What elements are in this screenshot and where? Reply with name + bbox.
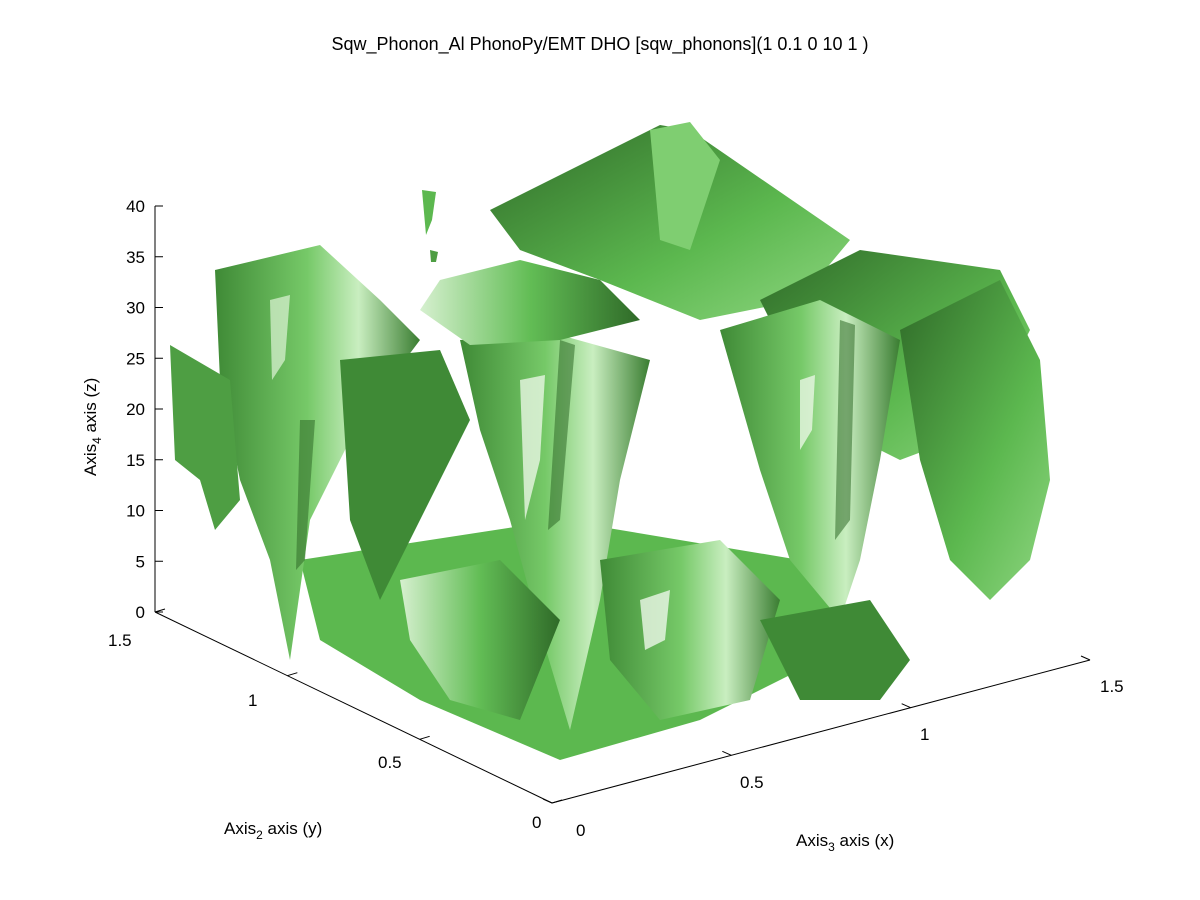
surface-highlight-b bbox=[270, 295, 290, 380]
surface-right-edge bbox=[900, 280, 1050, 600]
surface-front-mid-lobe bbox=[600, 540, 780, 720]
x-ticks: 0 0.5 1 1.5 bbox=[542, 655, 1124, 840]
y-tick-mark bbox=[551, 799, 563, 804]
surface-highlight-a bbox=[520, 375, 545, 520]
surface-right-funnel bbox=[720, 300, 900, 620]
x-tick-mark bbox=[722, 750, 732, 756]
y-axis-label: Axis2 axis (y) bbox=[224, 819, 322, 842]
x-tick-mark bbox=[542, 798, 553, 804]
surface-fold-2 bbox=[835, 320, 855, 540]
z-tick-label: 20 bbox=[126, 400, 145, 419]
x-tick-label: 0.5 bbox=[740, 773, 764, 792]
z-axis-label: Axis4 axis (z) bbox=[81, 378, 104, 476]
x-tick-label: 0 bbox=[576, 821, 585, 840]
z-tick-label: 40 bbox=[126, 197, 145, 216]
x-axis-line bbox=[551, 659, 1091, 804]
z-ticks: 0 5 10 15 20 25 30 35 40 bbox=[126, 197, 163, 622]
y-tick-mark bbox=[419, 735, 430, 740]
surface-front-left-lobe bbox=[400, 560, 560, 720]
chart-title: Sqw_Phonon_Al PhonoPy/EMT DHO [sqw_phono… bbox=[331, 34, 869, 54]
z-tick-label: 35 bbox=[126, 248, 145, 267]
z-tick-label: 10 bbox=[126, 502, 145, 521]
z-tick-label: 5 bbox=[136, 552, 145, 571]
surface-mid-left bbox=[340, 350, 470, 600]
surface-back-top bbox=[650, 122, 720, 250]
surface-fold-1 bbox=[548, 340, 575, 530]
x-tick-label: 1.5 bbox=[1100, 677, 1124, 696]
y-tick-mark bbox=[154, 608, 166, 613]
z-tick-label: 30 bbox=[126, 299, 145, 318]
axes: 0 5 10 15 20 25 30 35 40 0 0.5 1 1.5 0 0.5 1 1.5 bbox=[108, 197, 1124, 840]
z-tick-label: 15 bbox=[126, 451, 145, 470]
surface-fragment-1 bbox=[422, 190, 436, 235]
surface-front-right-lobe bbox=[760, 600, 910, 700]
surface-center-funnel bbox=[460, 335, 650, 730]
y-axis-line bbox=[154, 611, 553, 804]
y-tick-mark bbox=[287, 672, 298, 677]
y-ticks: 0 0.5 1 1.5 bbox=[108, 608, 563, 832]
surface-fragment-2 bbox=[430, 250, 438, 262]
isosurface bbox=[170, 122, 1050, 760]
z-tick-label: 0 bbox=[136, 603, 145, 622]
x-tick-mark bbox=[1080, 655, 1091, 661]
surface-left-fin bbox=[170, 345, 240, 530]
y-tick-label: 1.5 bbox=[108, 631, 132, 650]
surface-highlight-c bbox=[800, 375, 815, 450]
y-tick-label: 0 bbox=[532, 813, 541, 832]
x-tick-label: 1 bbox=[920, 725, 929, 744]
x-axis-label: Axis3 axis (x) bbox=[796, 831, 894, 854]
z-tick-label: 25 bbox=[126, 349, 145, 368]
y-tick-label: 0.5 bbox=[378, 753, 402, 772]
surface-highlight-d bbox=[640, 590, 670, 650]
surface-left-funnel bbox=[215, 245, 420, 660]
y-tick-label: 1 bbox=[248, 691, 257, 710]
x-tick-mark bbox=[901, 703, 911, 709]
surface-fold-3 bbox=[296, 420, 315, 570]
surface-center-ridge bbox=[420, 260, 640, 345]
